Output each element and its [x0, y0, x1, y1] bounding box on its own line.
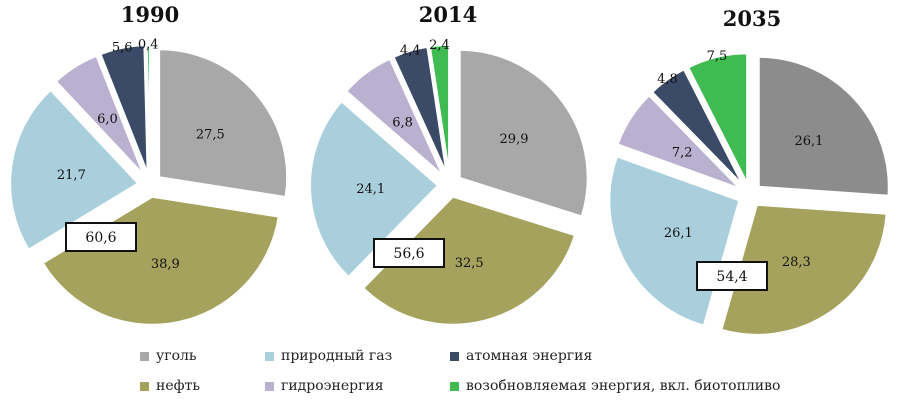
- legend-item-gas: природный газ: [265, 348, 392, 364]
- legend-label-gas: природный газ: [281, 348, 393, 364]
- highlight-box: [65, 222, 137, 252]
- legend-item-nuclear: атомная энергия: [450, 348, 592, 364]
- value-label-gas: 21,7: [57, 168, 86, 183]
- chart-title: 1990: [121, 2, 179, 27]
- slice-coal: [158, 48, 289, 199]
- legend-label-nuclear: атомная энергия: [466, 348, 593, 364]
- slice-coal: [757, 55, 890, 197]
- slice-oil: [361, 195, 577, 326]
- value-label-nuclear: 5,6: [112, 40, 133, 55]
- highlight-box-label: 54,4: [716, 269, 747, 285]
- legend-label-hydro: гидроэнергия: [281, 378, 384, 394]
- highlight-box-label: 56,6: [393, 246, 424, 262]
- slice-renewable: [428, 44, 451, 174]
- legend-label-coal: уголь: [156, 348, 197, 364]
- value-label-coal: 29,9: [500, 132, 529, 147]
- legend-swatch-hydro: [265, 381, 274, 391]
- value-label-coal: 26,1: [794, 134, 823, 149]
- pie-chart-1990: 27,5 38,9 21,7 6,0 5,6 0,4 1990 60,6: [9, 2, 289, 326]
- slice-renewable: [686, 52, 749, 184]
- legend: уголь природный газ атомная энергия нефт…: [140, 340, 880, 404]
- legend-label-renewable: возобновляемая энергия, вкл. биотопливо: [466, 378, 781, 394]
- value-label-renewable: 2,4: [429, 38, 450, 53]
- pie-chart-2014: 29,9 32,5 24,1 6,8 4,4 2,4 2014 56,6: [309, 2, 589, 326]
- slice-nuclear: [99, 44, 149, 174]
- slice-gas: [9, 88, 140, 252]
- highlight-box-label: 60,6: [85, 230, 116, 246]
- legend-item-renewable: возобновляемая энергия, вкл. биотопливо: [450, 378, 780, 394]
- value-label-oil: 32,5: [455, 256, 484, 271]
- legend-item-oil: нефть: [140, 378, 200, 394]
- legend-swatch-nuclear: [450, 351, 459, 361]
- slice-hydro: [54, 54, 145, 176]
- value-label-oil: 38,9: [151, 257, 180, 272]
- highlight-box: [696, 261, 768, 291]
- value-label-oil: 28,3: [782, 255, 811, 270]
- value-label-nuclear: 4,8: [657, 72, 678, 87]
- highlight-box: [373, 238, 445, 268]
- slice-coal: [458, 48, 589, 218]
- value-label-gas: 26,1: [664, 226, 693, 241]
- slice-oil: [720, 203, 888, 336]
- slice-hydro: [344, 57, 444, 177]
- pie-chart-2035: 26,1 28,3 26,1 7,2 4,8 7,5 2035 54,4: [608, 6, 890, 336]
- value-label-renewable: 0,4: [138, 37, 159, 52]
- legend-item-coal: уголь: [140, 348, 197, 364]
- slice-hydro: [616, 94, 741, 190]
- value-label-hydro: 7,2: [672, 145, 693, 160]
- slice-renewable: [145, 44, 151, 174]
- value-label-gas: 24,1: [356, 182, 385, 197]
- slice-gas: [309, 99, 440, 279]
- legend-swatch-gas: [265, 351, 274, 361]
- value-label-renewable: 7,5: [707, 49, 728, 64]
- value-label-hydro: 6,8: [392, 115, 413, 130]
- legend-item-hydro: гидроэнергия: [265, 378, 384, 394]
- legend-label-oil: нефть: [156, 378, 200, 394]
- value-label-coal: 27,5: [196, 127, 225, 142]
- chart-title: 2014: [419, 2, 477, 27]
- slice-nuclear: [392, 45, 448, 174]
- slice-nuclear: [650, 68, 744, 186]
- value-label-nuclear: 4,4: [400, 43, 421, 58]
- legend-swatch-coal: [140, 351, 149, 361]
- legend-swatch-oil: [140, 381, 149, 391]
- value-label-hydro: 6,0: [97, 112, 118, 127]
- legend-swatch-renewable: [450, 381, 459, 391]
- chart-title: 2035: [723, 6, 781, 31]
